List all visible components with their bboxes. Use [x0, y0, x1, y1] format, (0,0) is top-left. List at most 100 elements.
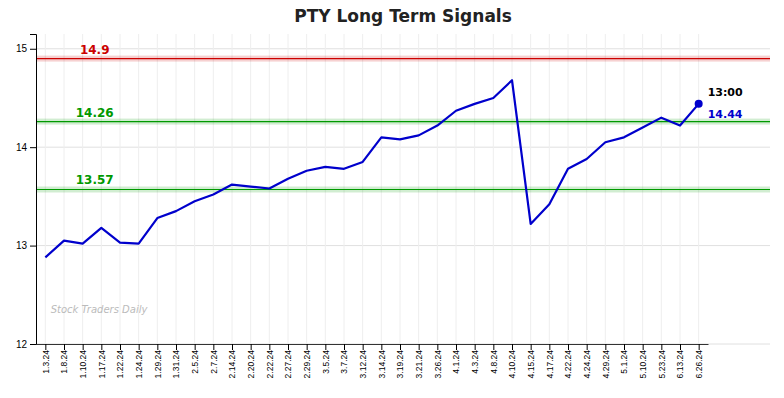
x-tick: 2.22.24: [265, 344, 275, 378]
x-tick-label: 1.3.24: [41, 350, 51, 374]
x-tick: 2.27.24: [283, 344, 293, 378]
x-tick: 4.24.24: [582, 344, 592, 378]
x-tick-mark: [213, 344, 214, 350]
x-tick-label: 3.21.24: [414, 350, 424, 379]
x-tick-mark: [587, 344, 588, 350]
x-tick-mark: [549, 344, 550, 350]
grid: [36, 34, 770, 344]
x-tick-mark: [363, 344, 364, 350]
y-tick-label: 13: [16, 240, 28, 251]
x-tick: 4.15.24: [526, 344, 536, 378]
x-tick: 4.22.24: [563, 344, 573, 378]
x-tick: 3.19.24: [395, 344, 405, 378]
y-tick-label: 14: [16, 142, 28, 153]
x-tick-mark: [251, 344, 252, 350]
x-tick-label: 2.14.24: [227, 350, 237, 379]
x-tick-mark: [512, 344, 513, 350]
reference-line: [36, 121, 770, 122]
marks: [36, 56, 770, 258]
x-tick-label: 3.26.24: [433, 350, 443, 379]
y-tick: 15: [16, 43, 36, 54]
annotation: 13:00: [708, 86, 743, 99]
x-tick-mark: [699, 344, 700, 350]
reference-line: [36, 58, 770, 59]
x-tick: 5.1.24: [619, 344, 629, 374]
reference-band: [36, 56, 770, 62]
x-tick: 6.13.24: [675, 344, 685, 378]
x-tick: 1.22.24: [115, 344, 125, 378]
x-tick: 2.14.24: [227, 344, 237, 378]
x-tick: 4.29.24: [601, 344, 611, 378]
x-tick-mark: [288, 344, 289, 350]
annotation: 14.44: [708, 108, 743, 121]
x-tick-mark: [195, 344, 196, 350]
y-tick-mark: [30, 49, 36, 50]
x-tick: 1.29.24: [153, 344, 163, 378]
x-tick-mark: [419, 344, 420, 350]
watermark: Stock Traders Daily: [51, 304, 149, 315]
x-tick-label: 3.14.24: [377, 350, 387, 379]
x-tick: 3.26.24: [433, 344, 443, 378]
x-tick: 1.10.24: [78, 344, 88, 378]
x-tick-label: 3.7.24: [339, 350, 349, 374]
x-tick-mark: [568, 344, 569, 350]
x-tick: 3.14.24: [377, 344, 387, 378]
x-tick-label: 4.8.24: [489, 350, 499, 374]
x-tick-label: 6.13.24: [675, 350, 685, 379]
x-tick-mark: [101, 344, 102, 350]
x-tick-label: 4.22.24: [563, 350, 573, 379]
x-tick-label: 2.7.24: [209, 350, 219, 374]
x-tick-mark: [475, 344, 476, 350]
y-tick: 12: [16, 339, 36, 350]
y-axis-line: [30, 35, 37, 345]
x-tick-mark: [624, 344, 625, 350]
x-tick-label: 4.10.24: [507, 350, 517, 379]
x-tick: 5.10.24: [638, 344, 648, 378]
x-tick-mark: [176, 344, 177, 350]
x-tick-mark: [344, 344, 345, 350]
x-tick-label: 1.17.24: [97, 350, 107, 379]
x-tick-mark: [643, 344, 644, 350]
x-tick-mark: [381, 344, 382, 350]
y-tick-label: 15: [16, 43, 28, 54]
x-tick: 3.5.24: [321, 344, 331, 374]
x-tick-label: 5.10.24: [638, 350, 648, 379]
x-tick: 3.7.24: [339, 344, 349, 374]
x-tick-label: 2.20.24: [246, 350, 256, 379]
x-tick-mark: [157, 344, 158, 350]
line: [45, 80, 698, 257]
x-tick: 5.23.24: [657, 344, 667, 378]
x-tick-label: 3.19.24: [395, 350, 405, 379]
x-tick-label: 2.27.24: [283, 350, 293, 379]
grid-line-y: [36, 147, 770, 148]
x-tick-mark: [83, 344, 84, 350]
x-tick-mark: [661, 344, 662, 350]
x-tick-label: 2.29.24: [302, 350, 312, 379]
x-tick-label: 6.26.24: [694, 350, 704, 379]
x-tick: 6.26.24: [694, 344, 704, 378]
x-tick-mark: [325, 344, 326, 350]
y-tick-mark: [30, 344, 36, 345]
x-axis: 1.3.241.8.241.10.241.17.241.22.241.24.24…: [37, 344, 709, 378]
x-tick: 2.29.24: [302, 344, 312, 378]
x-tick-label: 4.15.24: [526, 350, 536, 379]
x-tick-mark: [139, 344, 140, 350]
grid-line-y: [36, 245, 770, 246]
x-tick: 4.10.24: [507, 344, 517, 378]
title: PTY Long Term Signals: [294, 6, 512, 26]
x-tick-label: 1.31.24: [171, 350, 181, 379]
x-tick-label: 3.5.24: [321, 350, 331, 374]
x-tick-label: 1.8.24: [59, 350, 69, 374]
x-tick-label: 2.5.24: [190, 350, 200, 374]
x-tick: 4.8.24: [489, 344, 499, 374]
y-tick-mark: [30, 147, 36, 148]
reference-label: 14.9: [80, 43, 110, 57]
x-tick: 4.3.24: [470, 344, 480, 374]
x-tick-label: 4.1.24: [451, 350, 461, 374]
x-tick-label: 2.22.24: [265, 350, 275, 379]
x-tick: 1.3.24: [41, 344, 51, 374]
y-tick: 13: [16, 240, 36, 251]
x-tick-mark: [269, 344, 270, 350]
x-axis-line: [37, 344, 709, 345]
x-tick: 2.7.24: [209, 344, 219, 374]
